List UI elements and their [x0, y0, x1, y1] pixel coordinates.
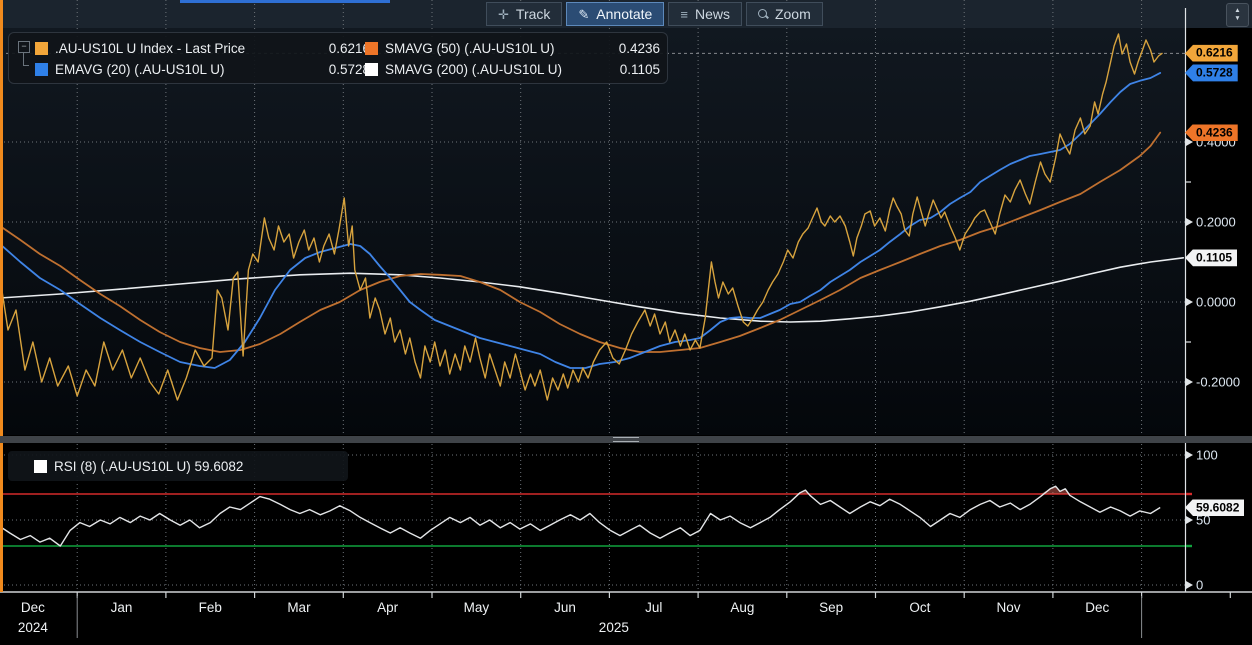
series-line [0, 34, 1162, 400]
main-plot-background [0, 28, 1185, 435]
rsi-overbought-fill [0, 486, 1160, 494]
stepper-up-icon[interactable]: ▲ [1234, 7, 1240, 15]
last-price-swatch [35, 42, 48, 55]
axis-tick-arrow [1186, 298, 1193, 306]
zoom-button[interactable]: Zoom [746, 2, 823, 26]
x-axis-month-label: Jun [554, 600, 576, 615]
track-button[interactable]: ✛ Track [486, 2, 562, 26]
x-axis-month-label: Feb [199, 600, 222, 615]
pencil-icon: ✎ [578, 8, 589, 21]
y-axis-tick-label: 0.2000 [1196, 215, 1236, 230]
x-axis-month-label: Mar [287, 600, 310, 615]
x-axis-month-label: Aug [730, 600, 754, 615]
legend-value: 0.6216 [300, 41, 370, 56]
news-lines-icon: ≡ [680, 8, 688, 21]
axis-value-tag: 59.6082 [1185, 499, 1244, 516]
legend-item-smavg200[interactable]: SMAVG (200) (.AU-US10L U) 0.1105 [365, 59, 660, 79]
rsi-axis-tick-label: 0 [1196, 578, 1203, 593]
price-chart-canvas[interactable] [0, 0, 1252, 645]
move-crosshair-icon: ✛ [498, 8, 509, 21]
divider-grip-icon[interactable] [613, 437, 639, 442]
annotate-button-label: Annotate [596, 6, 652, 22]
series-line [0, 258, 1183, 322]
rsi-tick-arrow [1186, 516, 1193, 524]
axis-value-tag: 0.4236 [1185, 124, 1238, 141]
legend-tree-stem [23, 52, 24, 66]
legend-tree-branch [23, 65, 29, 66]
window-top-accent [180, 0, 390, 3]
track-button-label: Track [516, 6, 550, 22]
annotate-button[interactable]: ✎ Annotate [566, 2, 664, 26]
x-axis-month-label: May [464, 600, 490, 615]
panel-resize-divider[interactable] [0, 436, 1252, 443]
axis-value-tag: 0.6216 [1185, 45, 1238, 62]
stepper-down-icon[interactable]: ▼ [1234, 15, 1240, 23]
emavg20-swatch [35, 63, 48, 76]
legend-value: 0.1105 [590, 62, 660, 77]
rsi-line [0, 486, 1160, 546]
x-axis-month-label: Sep [819, 600, 843, 615]
series-line [0, 133, 1160, 352]
zoom-button-label: Zoom [775, 6, 811, 22]
x-axis-month-label: Dec [21, 600, 45, 615]
x-axis-month-label: Jan [111, 600, 133, 615]
x-axis-month-label: Dec [1085, 600, 1109, 615]
axis-value-tag: 0.1105 [1185, 249, 1237, 266]
x-axis-year-label: 2025 [599, 620, 629, 635]
legend-item-smavg50[interactable]: SMAVG (50) (.AU-US10L U) 0.4236 [365, 38, 660, 58]
rsi-legend[interactable]: RSI (8) (.AU-US10L U) 59.6082 [8, 451, 348, 481]
x-axis-month-label: Nov [997, 600, 1021, 615]
axis-tick-arrow [1186, 218, 1193, 226]
news-button[interactable]: ≡ News [668, 2, 742, 26]
series-line [0, 73, 1160, 368]
smavg50-swatch [365, 42, 378, 55]
legend-label: EMAVG (20) (.AU-US10L U) [55, 62, 225, 77]
rsi-tick-arrow [1186, 581, 1193, 589]
chart-legend: − .AU-US10L U Index - Last Price 0.6216 … [8, 32, 668, 84]
y-axis-tick-label: -0.2000 [1196, 375, 1240, 390]
y-axis-tick-label: 0.0000 [1196, 295, 1236, 310]
chart-toolbar: ✛ Track ✎ Annotate ≡ News Zoom [486, 2, 823, 26]
rsi-legend-label: RSI (8) (.AU-US10L U) 59.6082 [54, 459, 243, 474]
rsi-axis-tick-label: 100 [1196, 448, 1218, 463]
news-button-label: News [695, 6, 730, 22]
legend-collapse-icon[interactable]: − [18, 41, 30, 53]
rsi-tick-arrow [1186, 451, 1193, 459]
smavg200-swatch [365, 63, 378, 76]
legend-item-last-price[interactable]: .AU-US10L U Index - Last Price 0.6216 [35, 38, 355, 58]
axis-tick-arrow [1186, 378, 1193, 386]
rsi-swatch [34, 460, 47, 473]
bloomberg-chart-window: ✛ Track ✎ Annotate ≡ News Zoom ▲ ▼ − .AU… [0, 0, 1252, 645]
panel-left-accent [0, 0, 3, 592]
legend-item-emavg20[interactable]: EMAVG (20) (.AU-US10L U) 0.5728 [35, 59, 355, 79]
legend-value: 0.5728 [300, 62, 370, 77]
x-axis-month-label: Oct [909, 600, 930, 615]
x-axis-month-label: Jul [645, 600, 662, 615]
x-axis-month-label: Apr [377, 600, 398, 615]
magnifier-icon [758, 9, 768, 19]
axis-scale-stepper[interactable]: ▲ ▼ [1226, 3, 1249, 27]
legend-label: SMAVG (50) (.AU-US10L U) [385, 41, 555, 56]
axis-value-tag: 0.5728 [1185, 64, 1238, 81]
legend-value: 0.4236 [590, 41, 660, 56]
x-axis-year-label: 2024 [18, 620, 48, 635]
legend-label: SMAVG (200) (.AU-US10L U) [385, 62, 562, 77]
legend-label: .AU-US10L U Index - Last Price [55, 41, 245, 56]
